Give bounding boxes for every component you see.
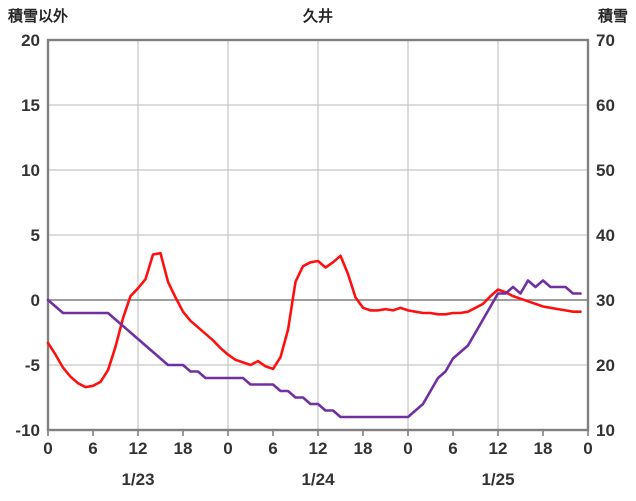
svg-text:40: 40: [596, 226, 615, 245]
svg-text:12: 12: [489, 439, 508, 458]
svg-text:12: 12: [309, 439, 328, 458]
svg-text:50: 50: [596, 161, 615, 180]
svg-text:12: 12: [129, 439, 148, 458]
svg-text:0: 0: [583, 439, 592, 458]
svg-text:-10: -10: [15, 421, 40, 440]
svg-text:18: 18: [534, 439, 553, 458]
svg-text:6: 6: [88, 439, 97, 458]
svg-text:15: 15: [21, 96, 40, 115]
svg-text:0: 0: [403, 439, 412, 458]
right-axis-title: 積雪: [597, 8, 628, 25]
svg-text:20: 20: [21, 31, 40, 50]
svg-text:18: 18: [354, 439, 373, 458]
svg-text:6: 6: [268, 439, 277, 458]
svg-text:30: 30: [596, 291, 615, 310]
svg-text:6: 6: [448, 439, 457, 458]
left-axis-title: 積雪以外: [8, 8, 69, 25]
svg-text:1/23: 1/23: [121, 470, 154, 489]
svg-text:70: 70: [596, 31, 615, 50]
chart-title: 久井: [302, 8, 333, 25]
svg-text:1/25: 1/25: [481, 470, 514, 489]
svg-text:60: 60: [596, 96, 615, 115]
svg-text:0: 0: [31, 291, 40, 310]
svg-text:0: 0: [223, 439, 232, 458]
svg-text:18: 18: [174, 439, 193, 458]
svg-text:20: 20: [596, 356, 615, 375]
svg-text:5: 5: [31, 226, 40, 245]
svg-text:10: 10: [21, 161, 40, 180]
svg-text:-5: -5: [25, 356, 40, 375]
chart-header: 積雪以外 久井 積雪: [0, 5, 636, 26]
svg-text:0: 0: [43, 439, 52, 458]
svg-text:1/24: 1/24: [301, 470, 335, 489]
svg-text:10: 10: [596, 421, 615, 440]
